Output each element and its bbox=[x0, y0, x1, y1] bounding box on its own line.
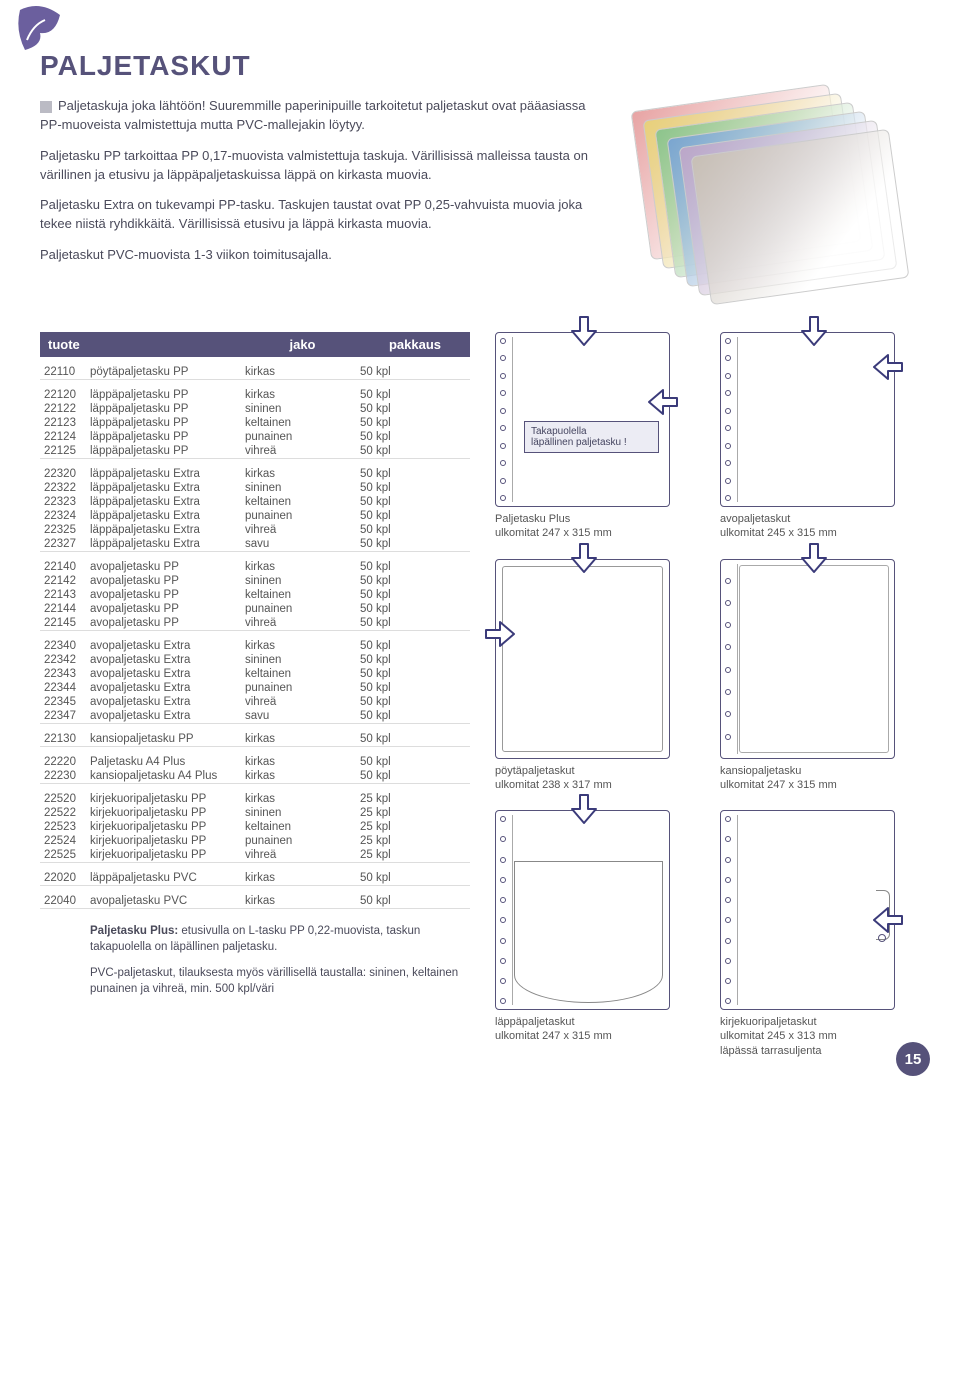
table-row: 22323läppäpaljetasku Extrakeltainen50 kp… bbox=[40, 495, 470, 509]
table-row: 22123läppäpaljetasku PPkeltainen50 kpl bbox=[40, 416, 470, 430]
table-row: 22230kansiopaljetasku A4 Pluskirkas50 kp… bbox=[40, 769, 470, 783]
intro-p2: Paljetasku PP tarkoittaa PP 0,17-muovist… bbox=[40, 147, 600, 185]
arrow-left-icon bbox=[647, 388, 681, 420]
table-row: 22325läppäpaljetasku Extravihreä50 kpl bbox=[40, 523, 470, 537]
table-row: 22145avopaljetasku PPvihreä50 kpl bbox=[40, 616, 470, 630]
table-row: 22110pöytäpaljetasku PPkirkas50 kpl bbox=[40, 365, 470, 379]
arrow-right-icon bbox=[484, 620, 518, 652]
table-row: 22320läppäpaljetasku Extrakirkas50 kpl bbox=[40, 467, 470, 481]
arrow-left-icon bbox=[872, 353, 906, 385]
diagram-avopaljetaskut: avopaljetaskutulkomitat 245 x 315 mm bbox=[720, 332, 920, 541]
arrow-down-icon bbox=[566, 315, 600, 347]
table-row: 22124läppäpaljetasku PPpunainen50 kpl bbox=[40, 430, 470, 444]
table-row: 22020läppäpaljetasku PVCkirkas50 kpl bbox=[40, 871, 470, 885]
diagram-kirjekuoripaljetaskut: kirjekuoripaljetaskutulkomitat 245 x 313… bbox=[720, 810, 920, 1058]
table-row: 22344avopaljetasku Extrapunainen50 kpl bbox=[40, 681, 470, 695]
page-title: PALJETASKUT bbox=[40, 50, 920, 82]
note-2: PVC-paljetaskut, tilauksesta myös värill… bbox=[40, 965, 470, 997]
intro-text: Paljetaskuja joka lähtöön! Suuremmille p… bbox=[40, 97, 600, 317]
table-row: 22120läppäpaljetasku PPkirkas50 kpl bbox=[40, 388, 470, 402]
arrow-left-icon bbox=[872, 906, 906, 938]
table-row: 22340avopaljetasku Extrakirkas50 kpl bbox=[40, 639, 470, 653]
table-row: 22140avopaljetasku PPkirkas50 kpl bbox=[40, 560, 470, 574]
table-row: 22144avopaljetasku PPpunainen50 kpl bbox=[40, 602, 470, 616]
intro-p3: Paljetasku Extra on tukevampi PP-tasku. … bbox=[40, 196, 600, 234]
arrow-down-icon bbox=[566, 542, 600, 574]
arrow-down-icon bbox=[566, 793, 600, 825]
arrow-down-icon bbox=[796, 315, 830, 347]
table-row: 22520kirjekuoripaljetasku PPkirkas25 kpl bbox=[40, 792, 470, 806]
th-pakkaus: pakkaus bbox=[360, 332, 470, 357]
th-tuote: tuote bbox=[40, 332, 245, 357]
table-row: 22125läppäpaljetasku PPvihreä50 kpl bbox=[40, 444, 470, 458]
diagram-lappapaljetaskut: läppäpaljetaskutulkomitat 247 x 315 mm bbox=[495, 810, 695, 1058]
intro-p1: Paljetaskuja joka lähtöön! Suuremmille p… bbox=[40, 98, 586, 132]
diagram-poytapaljetaskut: pöytäpaljetaskutulkomitat 238 x 317 mm bbox=[495, 559, 695, 793]
table-row: 22322läppäpaljetasku Extrasininen50 kpl bbox=[40, 481, 470, 495]
product-photo bbox=[630, 97, 920, 317]
intro-p4: Paljetaskut PVC-muovista 1-3 viikon toim… bbox=[40, 246, 600, 265]
table-row: 22122läppäpaljetasku PPsininen50 kpl bbox=[40, 402, 470, 416]
product-table: tuote jako pakkaus 22110pöytäpaljetasku … bbox=[40, 332, 470, 1058]
th-jako: jako bbox=[245, 332, 360, 357]
table-row: 22522kirjekuoripaljetasku PPsininen25 kp… bbox=[40, 806, 470, 820]
brand-logo bbox=[15, 5, 65, 55]
table-row: 22524kirjekuoripaljetasku PPpunainen25 k… bbox=[40, 834, 470, 848]
diagram-kansiopaljetasku: kansiopaljetaskuulkomitat 247 x 315 mm bbox=[720, 559, 920, 793]
diagram-paljetasku-plus: Takapuolella läpällinen paljetasku ! Pal… bbox=[495, 332, 695, 541]
note-bold: Paljetasku Plus: bbox=[90, 925, 178, 937]
table-row: 22327läppäpaljetasku Extrasavu50 kpl bbox=[40, 537, 470, 551]
table-row: 22324läppäpaljetasku Extrapunainen50 kpl bbox=[40, 509, 470, 523]
diagram-callout: Takapuolella läpällinen paljetasku ! bbox=[524, 421, 659, 453]
table-header: tuote jako pakkaus bbox=[40, 332, 470, 357]
table-row: 22142avopaljetasku PPsininen50 kpl bbox=[40, 574, 470, 588]
table-row: 22040avopaljetasku PVCkirkas50 kpl bbox=[40, 894, 470, 908]
bullet-icon bbox=[40, 101, 52, 113]
table-row: 22343avopaljetasku Extrakeltainen50 kpl bbox=[40, 667, 470, 681]
table-row: 22342avopaljetasku Extrasininen50 kpl bbox=[40, 653, 470, 667]
table-row: 22345avopaljetasku Extravihreä50 kpl bbox=[40, 695, 470, 709]
table-row: 22347avopaljetasku Extrasavu50 kpl bbox=[40, 709, 470, 723]
table-notes: Paljetasku Plus: etusivulla on L-tasku P… bbox=[40, 923, 470, 997]
table-row: 22525kirjekuoripaljetasku PPvihreä25 kpl bbox=[40, 848, 470, 862]
table-row: 22220Paljetasku A4 Pluskirkas50 kpl bbox=[40, 755, 470, 769]
page-number: 15 bbox=[896, 1042, 930, 1076]
table-row: 22523kirjekuoripaljetasku PPkeltainen25 … bbox=[40, 820, 470, 834]
diagram-grid: Takapuolella läpällinen paljetasku ! Pal… bbox=[495, 332, 920, 1058]
table-row: 22130kansiopaljetasku PPkirkas50 kpl bbox=[40, 732, 470, 746]
table-row: 22143avopaljetasku PPkeltainen50 kpl bbox=[40, 588, 470, 602]
arrow-down-icon bbox=[796, 542, 830, 574]
